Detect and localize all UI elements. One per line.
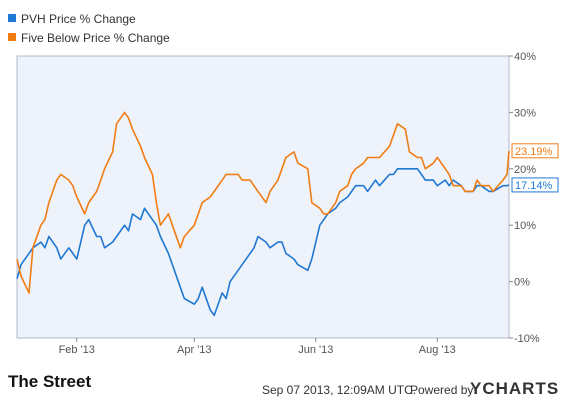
- y-tick-label: 40%: [514, 51, 536, 63]
- x-tick-label: Apr '13: [177, 344, 212, 356]
- x-axis: Feb '13 Apr '13 Jun '13 Aug '13: [59, 338, 456, 356]
- end-label-five-below: 23.19%: [511, 143, 559, 159]
- end-label-box: [511, 143, 559, 159]
- end-label-value: 23.19%: [515, 146, 553, 158]
- timestamp: Sep 07 2013, 12:09AM UTC.: [262, 383, 416, 397]
- x-tick-label: Feb '13: [59, 344, 95, 356]
- y-axis: -10% 0% 10% 20% 30% 40%: [509, 51, 540, 345]
- footer: The Street Sep 07 2013, 12:09AM UTC. Pow…: [8, 372, 559, 398]
- y-tick-label: 20%: [514, 164, 536, 176]
- end-label-box: [511, 177, 559, 193]
- legend-swatch-pvh: [8, 14, 16, 22]
- end-label-value: 17.14%: [515, 180, 553, 192]
- legend: PVH Price % Change Five Below Price % Ch…: [8, 12, 170, 45]
- series-line-five-below: [16, 111, 510, 294]
- x-tick-label: Jun '13: [298, 344, 333, 356]
- series-line-pvh: [16, 168, 510, 317]
- legend-label-five-below: Five Below Price % Change: [21, 31, 170, 45]
- end-label-pvh: 17.14%: [511, 177, 559, 193]
- y-tick-label: 10%: [514, 220, 536, 232]
- thestreet-logo: The Street: [8, 372, 91, 391]
- legend-item-five-below[interactable]: Five Below Price % Change: [8, 31, 170, 45]
- legend-item-pvh[interactable]: PVH Price % Change: [8, 12, 136, 26]
- series-layer: [16, 111, 510, 317]
- legend-label-pvh: PVH Price % Change: [21, 12, 136, 26]
- end-labels: 17.14% 23.19%: [511, 143, 559, 193]
- y-tick-label: 0%: [514, 277, 530, 289]
- legend-swatch-five-below: [8, 33, 16, 41]
- y-tick-label: -10%: [514, 333, 540, 345]
- y-tick-label: 30%: [514, 107, 536, 119]
- plot-area: [16, 55, 510, 339]
- x-tick-label: Aug '13: [419, 344, 456, 356]
- powered-by-label: Powered by: [410, 383, 473, 397]
- ycharts-logo: YCHARTS: [470, 379, 559, 398]
